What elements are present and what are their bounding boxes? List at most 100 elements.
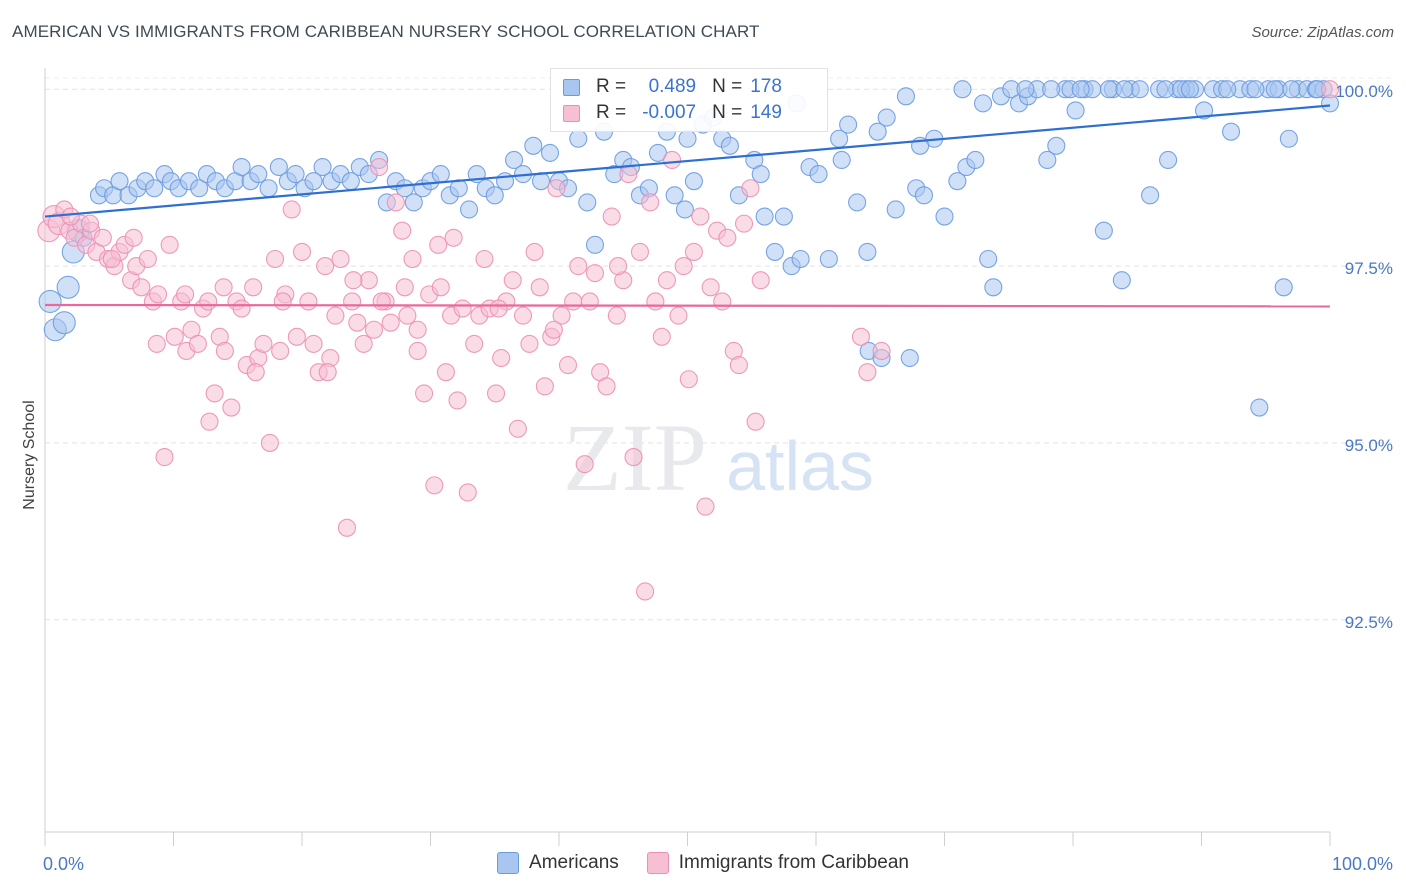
legend-r-value-caribbean: -0.007: [642, 102, 697, 123]
americans-point: [832, 150, 851, 170]
legend-swatch-caribbean: [563, 104, 580, 122]
legend-row-caribbean: R = -0.007 N = 149: [563, 101, 782, 125]
americans-point: [1265, 80, 1284, 99]
caribbean-point: [624, 448, 643, 467]
caribbean-point: [547, 179, 566, 198]
americans-point: [755, 207, 774, 226]
americans-point: [1279, 129, 1298, 148]
series-caribbean: [37, 80, 1340, 601]
y-tick-label: 92.5%: [1345, 613, 1393, 632]
caribbean-point: [475, 249, 494, 269]
caribbean-point: [364, 320, 384, 339]
americans-point: [819, 249, 838, 269]
americans-point: [259, 179, 278, 198]
americans-point: [540, 143, 560, 162]
axes: [44, 68, 1331, 846]
americans-point: [190, 179, 209, 198]
americans-point: [1042, 80, 1061, 99]
americans-point: [1180, 80, 1199, 99]
americans-point: [877, 108, 896, 127]
x-tick-label-max: 100.0%: [1332, 854, 1393, 874]
caribbean-point: [607, 306, 626, 325]
caribbean-point: [415, 384, 434, 403]
series-label-caribbean: Immigrants from Caribbean: [678, 852, 909, 873]
americans-point: [110, 172, 129, 191]
americans-point: [1218, 80, 1237, 99]
caribbean-point: [619, 165, 638, 184]
legend-n-value-caribbean: 149: [750, 102, 782, 123]
caribbean-point: [200, 412, 219, 431]
watermark: ZIP atlas: [563, 404, 874, 511]
legend-r-value-americans: 0.489: [648, 76, 697, 97]
caribbean-point: [260, 433, 279, 452]
caribbean-point: [525, 242, 544, 261]
americans-point: [675, 200, 694, 219]
caribbean-point: [165, 327, 184, 346]
series-swatch-caribbean: [646, 852, 669, 874]
caribbean-point: [636, 582, 655, 601]
americans-point: [569, 129, 588, 148]
caribbean-point: [465, 334, 484, 353]
caribbean-point: [448, 391, 467, 410]
caribbean-point: [265, 249, 285, 269]
caribbean-point: [393, 221, 412, 240]
caribbean-point: [254, 334, 273, 353]
caribbean-point: [544, 320, 563, 339]
caribbean-point: [575, 455, 594, 474]
caribbean-point: [641, 193, 660, 212]
caribbean-point: [318, 363, 337, 382]
caribbean-point: [552, 306, 571, 325]
americans-point: [900, 348, 919, 368]
americans-point: [1246, 80, 1265, 99]
americans-point: [485, 186, 504, 205]
caribbean-point: [872, 341, 891, 361]
caribbean-point: [304, 334, 323, 353]
caribbean-point: [343, 292, 362, 311]
caribbean-point: [851, 327, 871, 346]
caribbean-point: [138, 249, 157, 269]
caribbean-point: [124, 228, 143, 247]
americans-point: [809, 165, 828, 184]
caribbean-point: [222, 398, 241, 417]
caribbean-point: [403, 249, 422, 269]
stats-legend: R = 0.489 N = 178 R = -0.007 N = 149: [550, 68, 828, 132]
caribbean-point: [508, 419, 527, 438]
y-tick-label: 97.5%: [1345, 259, 1393, 278]
chart-source: Source: ZipAtlas.com: [1251, 24, 1394, 41]
legend-r-label: R =: [596, 76, 627, 97]
caribbean-point: [597, 377, 616, 396]
americans-point: [1047, 136, 1066, 155]
americans-point: [1112, 271, 1131, 290]
caribbean-point: [684, 242, 703, 261]
caribbean-point: [273, 292, 292, 311]
legend-n-label: N =: [712, 102, 743, 123]
americans-point: [896, 87, 916, 106]
caribbean-point: [244, 278, 263, 297]
caribbean-point: [271, 341, 290, 361]
caribbean-point: [663, 150, 682, 170]
americans-point: [304, 172, 323, 191]
caribbean-point: [102, 249, 121, 269]
caribbean-point: [858, 363, 877, 382]
americans-point: [665, 186, 684, 205]
tick-labels: 92.5% 95.0% 97.5% 100.0% 0.0% 100.0%: [43, 82, 1393, 874]
americans-point: [578, 193, 597, 212]
americans-point: [232, 157, 251, 177]
caribbean-point: [436, 363, 455, 382]
caribbean-point: [503, 271, 522, 290]
caribbean-point: [558, 356, 578, 375]
americans-point: [459, 200, 479, 219]
x-tick-label-min: 0.0%: [43, 854, 84, 874]
americans-point: [935, 207, 954, 226]
americans-point: [404, 193, 423, 212]
americans-point: [585, 235, 605, 254]
caribbean-point: [61, 207, 80, 226]
americans-point: [52, 311, 76, 335]
caribbean-point: [751, 271, 770, 290]
americans-point: [524, 136, 543, 155]
caribbean-point: [489, 299, 508, 318]
americans-point: [1156, 80, 1175, 99]
americans-point: [1071, 80, 1090, 99]
caribbean-point: [429, 235, 448, 254]
